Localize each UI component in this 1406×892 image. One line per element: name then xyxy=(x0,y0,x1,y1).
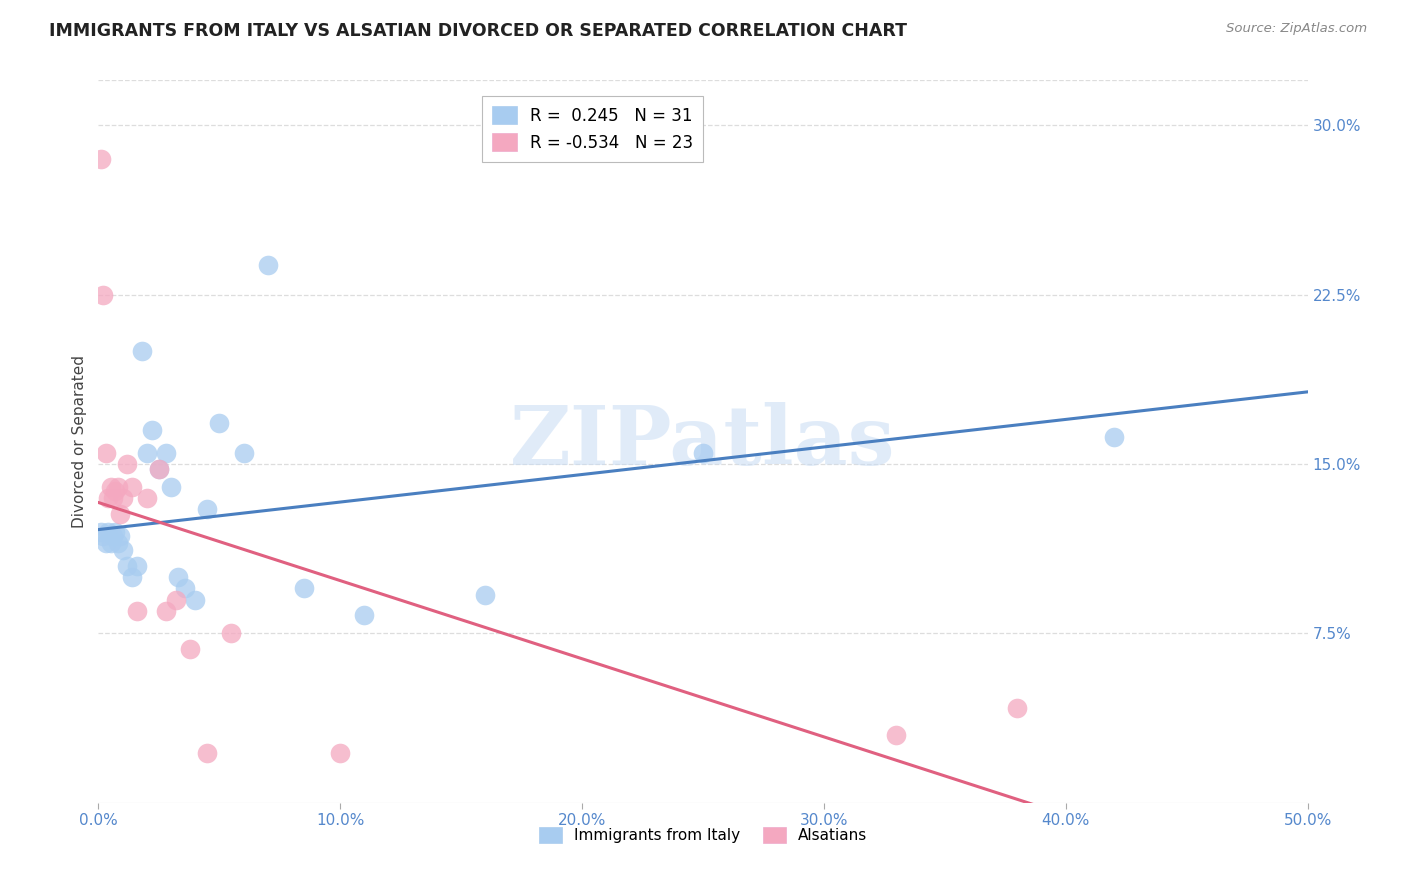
Point xyxy=(167,570,190,584)
Text: ZIPatlas: ZIPatlas xyxy=(510,401,896,482)
Point xyxy=(101,529,124,543)
Point xyxy=(179,642,201,657)
Point xyxy=(329,746,352,760)
Point xyxy=(131,344,153,359)
Point xyxy=(292,582,315,596)
Point xyxy=(90,153,112,167)
Point xyxy=(148,461,170,475)
Point xyxy=(1102,430,1125,444)
Point xyxy=(117,558,139,573)
Point xyxy=(108,507,131,521)
Point xyxy=(141,423,163,437)
Point xyxy=(111,491,134,505)
Point xyxy=(127,604,149,618)
Point xyxy=(104,524,127,539)
Point xyxy=(107,480,129,494)
Point xyxy=(91,529,114,543)
Point xyxy=(100,536,122,550)
Point xyxy=(256,259,278,273)
Y-axis label: Divorced or Separated: Divorced or Separated xyxy=(72,355,87,528)
Point xyxy=(135,491,157,505)
Point xyxy=(117,457,139,471)
Point xyxy=(94,536,117,550)
Point xyxy=(208,417,231,431)
Point xyxy=(94,446,117,460)
Point xyxy=(155,604,177,618)
Point xyxy=(91,287,114,301)
Point xyxy=(127,558,149,573)
Point xyxy=(184,592,207,607)
Point xyxy=(886,728,908,742)
Point xyxy=(107,536,129,550)
Point xyxy=(104,484,127,499)
Point xyxy=(97,491,120,505)
Text: IMMIGRANTS FROM ITALY VS ALSATIAN DIVORCED OR SEPARATED CORRELATION CHART: IMMIGRANTS FROM ITALY VS ALSATIAN DIVORC… xyxy=(49,22,907,40)
Point xyxy=(174,582,197,596)
Point xyxy=(121,570,143,584)
Point xyxy=(111,542,134,557)
Point xyxy=(353,608,375,623)
Point xyxy=(148,461,170,475)
Point xyxy=(100,480,122,494)
Point xyxy=(165,592,187,607)
Point xyxy=(195,502,218,516)
Point xyxy=(135,446,157,460)
Point xyxy=(221,626,243,640)
Point xyxy=(160,480,183,494)
Text: Source: ZipAtlas.com: Source: ZipAtlas.com xyxy=(1226,22,1367,36)
Point xyxy=(232,446,254,460)
Point xyxy=(101,491,124,505)
Point xyxy=(195,746,218,760)
Point xyxy=(474,588,496,602)
Point xyxy=(97,524,120,539)
Point xyxy=(90,524,112,539)
Point xyxy=(108,529,131,543)
Point xyxy=(692,446,714,460)
Point xyxy=(1007,701,1029,715)
Point xyxy=(121,480,143,494)
Point xyxy=(155,446,177,460)
Legend: Immigrants from Italy, Alsatians: Immigrants from Italy, Alsatians xyxy=(533,821,873,849)
